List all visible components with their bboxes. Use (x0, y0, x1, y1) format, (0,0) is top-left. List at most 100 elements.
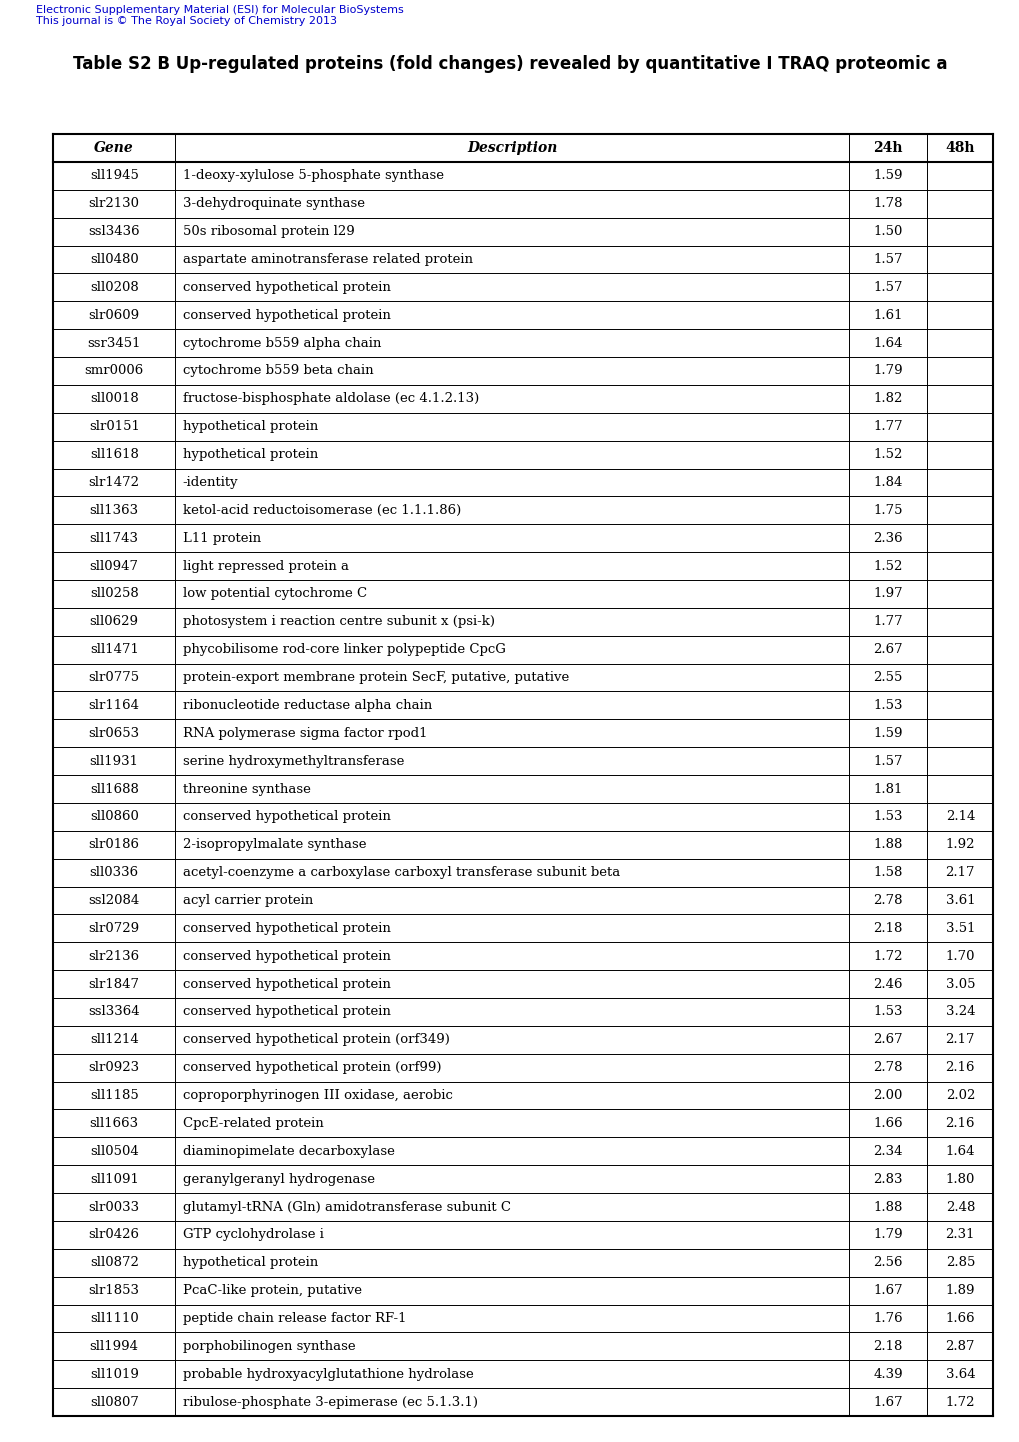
Text: ribonucleotide reductase alpha chain: ribonucleotide reductase alpha chain (182, 699, 431, 712)
Text: 2.00: 2.00 (872, 1089, 902, 1102)
Text: glutamyl-tRNA (Gln) amidotransferase subunit C: glutamyl-tRNA (Gln) amidotransferase sub… (182, 1201, 511, 1214)
Text: 3.61: 3.61 (945, 894, 974, 907)
Text: slr0923: slr0923 (89, 1061, 140, 1074)
Text: sll0480: sll0480 (90, 252, 139, 265)
Text: conserved hypothetical protein (orf99): conserved hypothetical protein (orf99) (182, 1061, 440, 1074)
Text: sll1019: sll1019 (90, 1368, 139, 1381)
Text: porphobilinogen synthase: porphobilinogen synthase (182, 1340, 355, 1353)
Text: protein-export membrane protein SecF, putative, putative: protein-export membrane protein SecF, pu… (182, 671, 569, 684)
Text: 1.66: 1.66 (872, 1118, 902, 1131)
Text: sll0947: sll0947 (90, 559, 139, 572)
Text: 1.89: 1.89 (945, 1285, 974, 1298)
Text: aspartate aminotransferase related protein: aspartate aminotransferase related prote… (182, 252, 472, 265)
Text: 2.67: 2.67 (872, 1034, 902, 1047)
Text: PcaC-like protein, putative: PcaC-like protein, putative (182, 1285, 361, 1298)
Text: slr2136: slr2136 (89, 950, 140, 963)
Text: 1.82: 1.82 (872, 392, 902, 405)
Text: sll1214: sll1214 (90, 1034, 139, 1047)
Text: fructose-bisphosphate aldolase (ec 4.1.2.13): fructose-bisphosphate aldolase (ec 4.1.2… (182, 392, 478, 405)
Text: slr2130: slr2130 (89, 198, 140, 211)
Text: 3.51: 3.51 (945, 921, 974, 934)
Text: 1.59: 1.59 (872, 169, 902, 182)
Text: slr0033: slr0033 (89, 1201, 140, 1214)
Text: sll1994: sll1994 (90, 1340, 139, 1353)
Text: Electronic Supplementary Material (ESI) for Molecular BioSystems: Electronic Supplementary Material (ESI) … (36, 4, 404, 14)
Text: peptide chain release factor RF-1: peptide chain release factor RF-1 (182, 1312, 406, 1325)
Text: ssl3436: ssl3436 (89, 225, 140, 238)
Text: 2.67: 2.67 (872, 643, 902, 656)
Text: slr0609: slr0609 (89, 309, 140, 322)
Text: 1.70: 1.70 (945, 950, 974, 963)
Text: diaminopimelate decarboxylase: diaminopimelate decarboxylase (182, 1145, 394, 1158)
Text: slr0426: slr0426 (89, 1229, 140, 1242)
Text: ssr3451: ssr3451 (88, 336, 141, 349)
Text: sll1471: sll1471 (90, 643, 139, 656)
Text: 1.79: 1.79 (872, 1229, 902, 1242)
Text: hypothetical protein: hypothetical protein (182, 448, 318, 461)
Text: 2.83: 2.83 (872, 1172, 902, 1185)
Text: conserved hypothetical protein: conserved hypothetical protein (182, 281, 390, 294)
Text: slr0151: slr0151 (89, 420, 140, 433)
Text: 1.53: 1.53 (872, 810, 902, 823)
Text: slr0729: slr0729 (89, 921, 140, 934)
Text: 2.55: 2.55 (872, 671, 902, 684)
Text: GTP cyclohydrolase i: GTP cyclohydrolase i (182, 1229, 323, 1242)
Text: 1.53: 1.53 (872, 1005, 902, 1018)
Text: probable hydroxyacylglutathione hydrolase: probable hydroxyacylglutathione hydrolas… (182, 1368, 473, 1381)
Text: 2.14: 2.14 (945, 810, 974, 823)
Text: slr0653: slr0653 (89, 727, 140, 740)
Text: 24h: 24h (872, 141, 902, 156)
Text: 1.92: 1.92 (945, 838, 974, 851)
Text: cytochrome b559 beta chain: cytochrome b559 beta chain (182, 365, 373, 378)
Text: 2.85: 2.85 (945, 1256, 974, 1269)
Text: conserved hypothetical protein: conserved hypothetical protein (182, 309, 390, 322)
Text: 2.18: 2.18 (872, 1340, 902, 1353)
Text: conserved hypothetical protein: conserved hypothetical protein (182, 921, 390, 934)
Text: ribulose-phosphate 3-epimerase (ec 5.1.3.1): ribulose-phosphate 3-epimerase (ec 5.1.3… (182, 1396, 477, 1409)
Text: light repressed protein a: light repressed protein a (182, 559, 348, 572)
Text: ssl2084: ssl2084 (89, 894, 140, 907)
Text: slr1847: slr1847 (89, 978, 140, 991)
Text: low potential cytochrome C: low potential cytochrome C (182, 587, 367, 600)
Text: 1.57: 1.57 (872, 754, 902, 767)
Text: 1.81: 1.81 (872, 783, 902, 796)
Text: 1.88: 1.88 (872, 1201, 902, 1214)
Text: sll0504: sll0504 (90, 1145, 139, 1158)
Text: 1.67: 1.67 (872, 1285, 902, 1298)
Text: 2.56: 2.56 (872, 1256, 902, 1269)
Text: slr1853: slr1853 (89, 1285, 140, 1298)
Text: hypothetical protein: hypothetical protein (182, 420, 318, 433)
Text: geranylgeranyl hydrogenase: geranylgeranyl hydrogenase (182, 1172, 374, 1185)
Text: RNA polymerase sigma factor rpod1: RNA polymerase sigma factor rpod1 (182, 727, 427, 740)
Text: cytochrome b559 alpha chain: cytochrome b559 alpha chain (182, 336, 380, 349)
Text: 1.57: 1.57 (872, 252, 902, 265)
Text: smr0006: smr0006 (85, 365, 144, 378)
Text: conserved hypothetical protein (orf349): conserved hypothetical protein (orf349) (182, 1034, 449, 1047)
Text: phycobilisome rod-core linker polypeptide CpcG: phycobilisome rod-core linker polypeptid… (182, 643, 505, 656)
Text: 1.77: 1.77 (872, 616, 902, 629)
Text: 1.52: 1.52 (872, 559, 902, 572)
Text: Gene: Gene (95, 141, 133, 156)
Text: ssl3364: ssl3364 (89, 1005, 140, 1018)
Text: serine hydroxymethyltransferase: serine hydroxymethyltransferase (182, 754, 404, 767)
Text: conserved hypothetical protein: conserved hypothetical protein (182, 810, 390, 823)
Text: sll1110: sll1110 (90, 1312, 139, 1325)
Text: 1.61: 1.61 (872, 309, 902, 322)
Text: 1.50: 1.50 (872, 225, 902, 238)
Text: slr1164: slr1164 (89, 699, 140, 712)
Text: slr0186: slr0186 (89, 838, 140, 851)
Text: 1.67: 1.67 (872, 1396, 902, 1409)
Text: 1.53: 1.53 (872, 699, 902, 712)
Text: 2.36: 2.36 (872, 532, 902, 545)
Text: photosystem i reaction centre subunit x (psi-k): photosystem i reaction centre subunit x … (182, 616, 494, 629)
Text: 3.24: 3.24 (945, 1005, 974, 1018)
Text: 1.84: 1.84 (872, 476, 902, 489)
Text: 2.34: 2.34 (872, 1145, 902, 1158)
Text: 1.76: 1.76 (872, 1312, 902, 1325)
Text: 2.18: 2.18 (872, 921, 902, 934)
Text: 48h: 48h (945, 141, 974, 156)
Text: sll1743: sll1743 (90, 532, 139, 545)
Text: 50s ribosomal protein l29: 50s ribosomal protein l29 (182, 225, 354, 238)
Text: sll1931: sll1931 (90, 754, 139, 767)
Text: 2.02: 2.02 (945, 1089, 974, 1102)
